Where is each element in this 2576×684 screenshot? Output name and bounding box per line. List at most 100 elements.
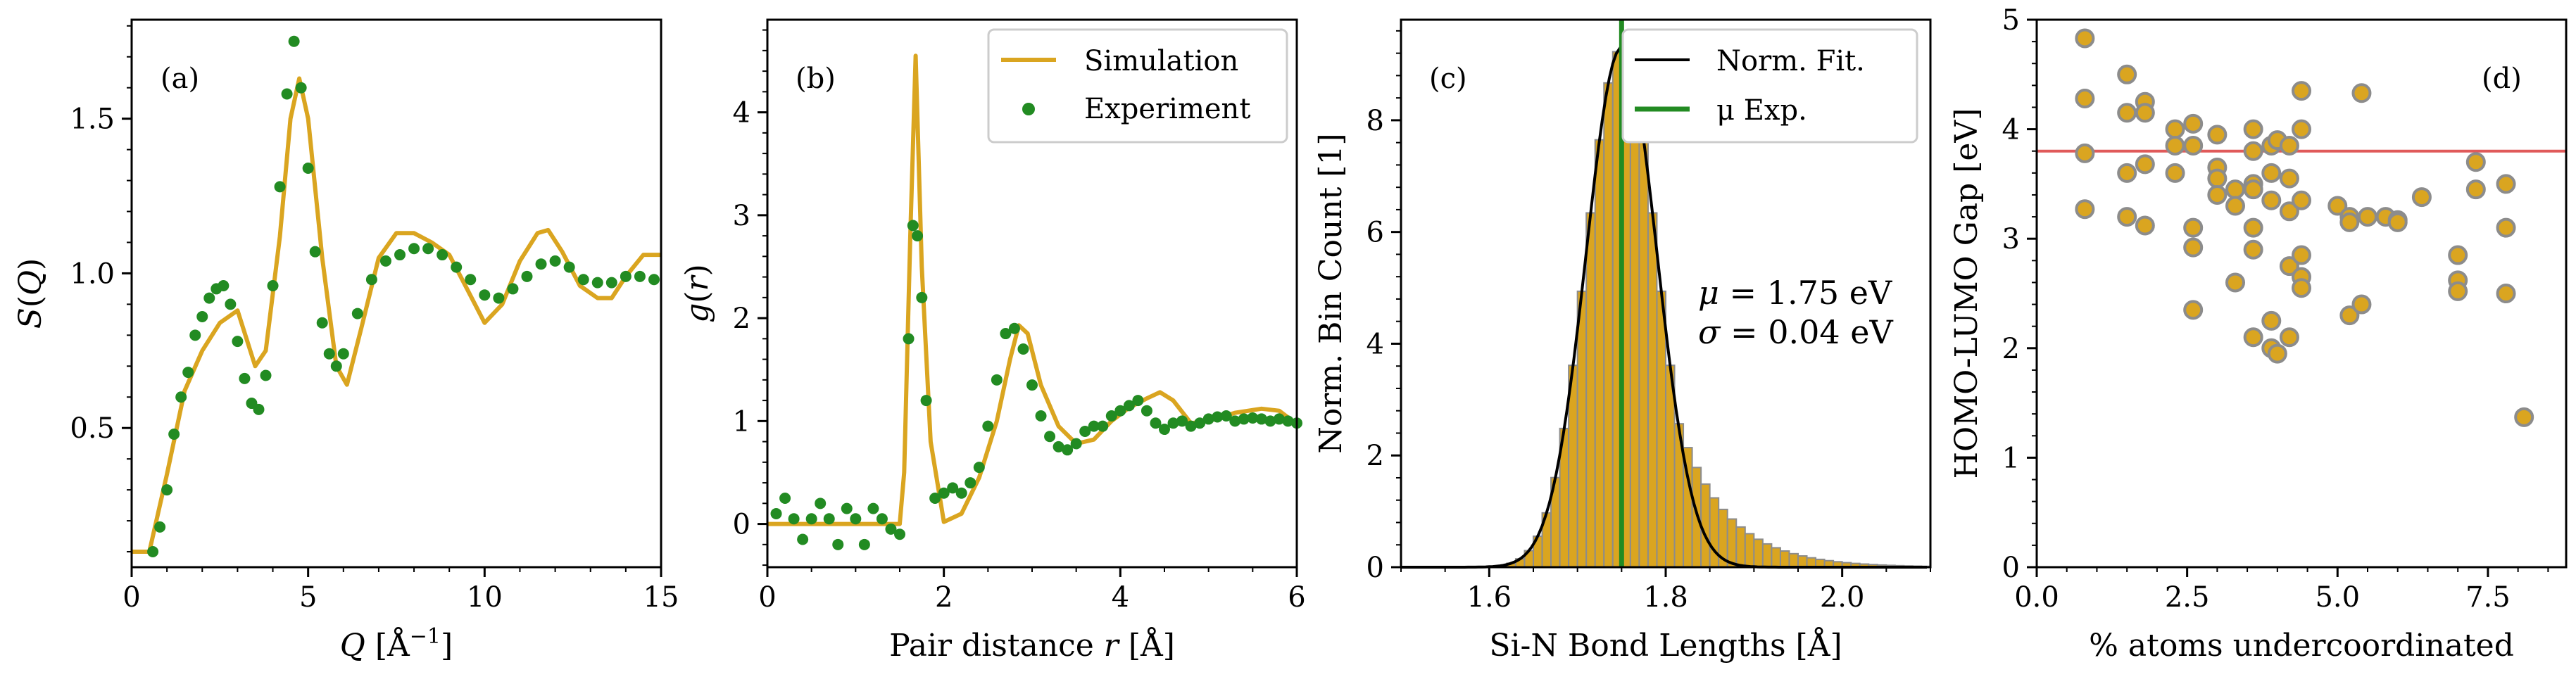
panel-d-plot-area xyxy=(2037,28,2566,427)
data-point-experiment xyxy=(451,261,463,273)
data-point-experiment xyxy=(973,462,985,474)
panel-c: 1.6 1.8 2.0 0 2 4 6 8 (c) Si-N Bond Lengths [Å]… xyxy=(1313,18,1932,664)
panel-c-label: (c) xyxy=(1429,63,1467,95)
data-point-experiment xyxy=(1008,322,1020,334)
data-point-experiment xyxy=(1176,415,1188,427)
y-tick-label: 0.5 xyxy=(70,412,115,445)
data-point-experiment xyxy=(493,292,505,304)
scatter-point xyxy=(2117,163,2137,183)
data-point-experiment xyxy=(1212,411,1224,423)
y-tick-label: 4 xyxy=(1366,328,1384,360)
scatter-point xyxy=(2261,310,2282,331)
data-point-experiment xyxy=(203,292,215,304)
y-tick-label: 0 xyxy=(1366,552,1384,584)
data-point-experiment xyxy=(634,270,646,282)
data-point-experiment xyxy=(916,291,928,303)
scatter-point xyxy=(2117,207,2137,227)
data-point-experiment xyxy=(337,348,349,360)
data-point-experiment xyxy=(1105,410,1117,422)
panel-c-legend: Norm. Fit. μ Exp. xyxy=(1621,28,1918,144)
panel-a-ylabel: S(Q) xyxy=(13,258,49,329)
scatter-point xyxy=(2135,215,2155,236)
scatter-point xyxy=(2448,281,2468,301)
scatter-point xyxy=(2279,201,2299,222)
scatter-point xyxy=(2387,212,2408,232)
scatter-point xyxy=(2292,190,2311,210)
x-tick-label: 4 xyxy=(1112,581,1129,614)
scatter-point xyxy=(2279,135,2299,156)
y-tick-label: 6 xyxy=(1366,217,1384,249)
data-point-experiment xyxy=(1044,431,1056,443)
data-point-experiment xyxy=(991,374,1003,386)
x-tick-label: 2 xyxy=(935,581,953,614)
data-point-experiment xyxy=(394,249,406,261)
data-point-experiment xyxy=(1035,410,1047,422)
data-point-experiment xyxy=(253,403,265,415)
panel-c-xlabel: Si-N Bond Lengths [Å] xyxy=(1489,626,1842,664)
data-point-experiment xyxy=(309,246,321,258)
panel-d-ylabel: HOMO-LUMO Gap [eV] xyxy=(1949,108,1985,479)
x-tick-label: 6 xyxy=(1288,581,1305,614)
scatter-point xyxy=(2165,135,2185,156)
data-point-experiment xyxy=(196,310,208,322)
data-point-experiment xyxy=(436,249,448,261)
panel-b-ticks: 0 2 4 6 0 1 2 3 4 xyxy=(733,29,1306,614)
data-point-experiment xyxy=(938,487,950,499)
scatter-point xyxy=(2279,327,2299,348)
data-point-experiment xyxy=(147,546,159,558)
data-point-experiment xyxy=(1097,420,1109,432)
scatter-point xyxy=(2135,154,2155,175)
data-point-experiment xyxy=(1026,379,1038,391)
panel-c-ylabel: Norm. Bin Count [1] xyxy=(1313,133,1349,453)
scatter-point xyxy=(2465,152,2486,172)
data-point-experiment xyxy=(1238,413,1250,425)
data-point-experiment xyxy=(805,513,817,525)
scatter-point xyxy=(2165,119,2185,139)
data-point-experiment xyxy=(965,477,976,489)
data-point-experiment xyxy=(788,513,800,525)
panel-b-plot-area xyxy=(767,53,1302,550)
data-point-experiment xyxy=(850,513,862,525)
histogram-bar xyxy=(1779,550,1790,569)
data-point-experiment xyxy=(770,507,782,519)
data-point-experiment xyxy=(365,274,377,286)
histogram-bar xyxy=(1797,555,1808,568)
x-tick-label: 0.0 xyxy=(2014,581,2059,614)
panel-a-xlabel: Q [Å−1] xyxy=(340,624,453,664)
histogram-bar xyxy=(1726,518,1738,569)
data-point-experiment xyxy=(225,298,237,310)
scatter-point xyxy=(2117,64,2137,84)
data-point-experiment xyxy=(408,243,420,255)
data-point-experiment xyxy=(1150,417,1162,429)
y-tick-label: 1.0 xyxy=(70,258,115,290)
x-tick-label: 0 xyxy=(122,581,140,614)
scatter-point xyxy=(2514,407,2534,427)
data-point-experiment xyxy=(1255,413,1267,425)
x-tick-label: 0 xyxy=(758,581,776,614)
scatter-point xyxy=(2207,168,2228,189)
data-point-experiment xyxy=(797,533,809,545)
data-point-experiment xyxy=(779,493,791,505)
data-point-experiment xyxy=(1062,444,1074,456)
data-point-experiment xyxy=(302,162,314,174)
histogram-bar xyxy=(1656,290,1666,568)
data-point-experiment xyxy=(907,220,919,232)
y-tick-label: 8 xyxy=(1366,105,1384,137)
y-tick-label: 4 xyxy=(733,97,750,129)
scatter-point xyxy=(2243,119,2263,139)
data-point-experiment xyxy=(858,538,870,550)
histogram-bar xyxy=(1788,552,1799,569)
panel-d-frame xyxy=(2035,18,2568,569)
data-point-experiment xyxy=(351,308,363,319)
data-point-experiment xyxy=(1282,415,1294,427)
y-tick-label: 0 xyxy=(2002,552,2020,584)
data-point-experiment xyxy=(929,493,941,505)
scatter-point xyxy=(2243,327,2263,348)
data-point-experiment xyxy=(1141,405,1152,417)
legend-simulation-label: Simulation xyxy=(1084,45,1238,77)
data-point-experiment xyxy=(982,420,994,432)
histogram-bar xyxy=(1594,139,1605,568)
x-tick-label: 5.0 xyxy=(2315,581,2360,614)
panel-a-plot-area xyxy=(132,35,661,558)
data-point-experiment xyxy=(648,274,660,286)
